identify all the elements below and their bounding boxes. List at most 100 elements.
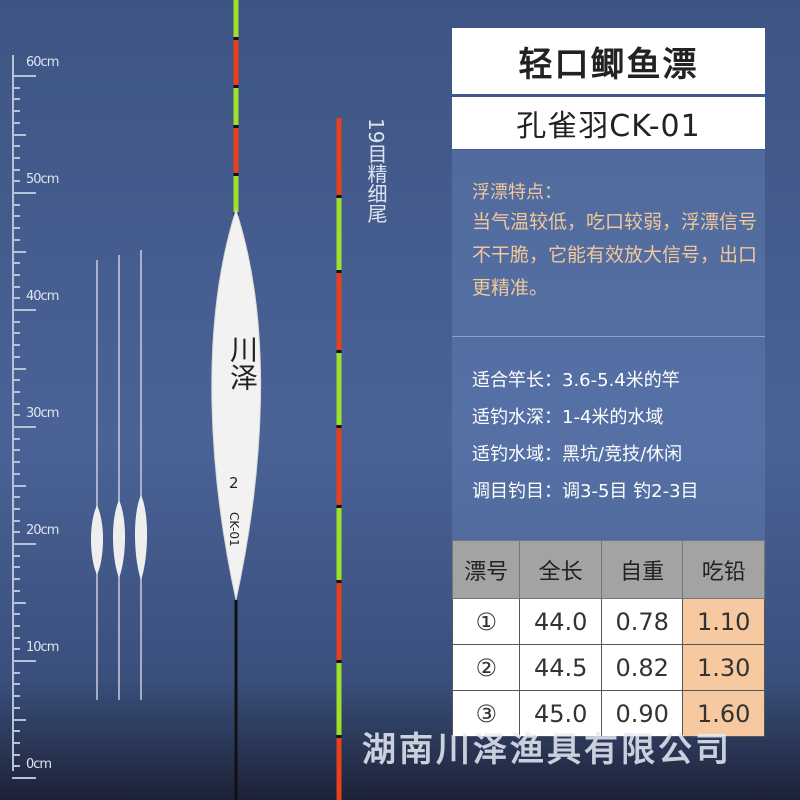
ruler-tick [12,624,20,627]
ruler-tick [12,390,20,393]
features-title: 浮漂特点： [472,182,562,203]
ruler-tick [12,531,20,534]
features-panel: 浮漂特点： 当气温较低，吃口较弱，浮漂信号不干脆，它能有效放大信号，出口更精准。… [452,150,765,540]
ruler-tick [12,168,20,171]
ruler-tick [12,461,20,464]
ruler-tick [12,121,20,124]
ruler-tick [12,648,20,651]
ruler-tick [12,180,20,183]
cell: ① [451,598,521,645]
float-model: CK-01 [227,512,241,547]
ruler-tick [12,566,20,569]
ruler-tick [12,484,26,487]
ruler-tick [12,344,20,347]
cell: 0.78 [600,598,684,645]
float-number: 2 [229,474,239,492]
product-title: 轻口鲫鱼漂 [452,28,765,94]
ruler-tick [12,730,20,733]
ruler-tick [12,496,20,499]
ruler-tick [12,203,20,206]
table-row: ② 44.5 0.82 1.30 [451,644,765,691]
ruler-tick [12,695,20,698]
ruler-tick [12,402,20,405]
cell: 1.60 [682,690,765,737]
cell: 1.10 [682,598,765,645]
ruler-tick [12,741,20,744]
cell: ② [451,644,521,691]
ruler-tick [12,660,36,662]
cell: 0.82 [600,644,684,691]
header-cell: 自重 [600,540,684,599]
spec-item: 调目钓目：调3-5目 钓2-3目 [472,481,699,502]
ruler-tick [12,297,20,300]
ruler-tick [12,110,20,113]
ruler-tick [12,765,20,768]
ruler-tick [12,437,20,440]
header-cell: 全长 [519,540,602,599]
ruler-tick [12,227,20,230]
ruler-tick [12,543,36,545]
spec-item: 适钓水域：黑坑/竞技/休闲 [472,444,683,465]
table-header: 漂号 全长 自重 吃铅 [451,540,765,599]
ruler-tick [12,238,20,241]
cell: 44.5 [519,644,602,691]
features-body: 当气温较低，吃口较弱，浮漂信号不干脆，它能有效放大信号，出口更精准。 [472,211,758,299]
ruler-label: 50cm [26,172,59,187]
small-floats [90,250,148,700]
ruler-tick [12,777,36,779]
ruler-label: 30cm [26,406,59,421]
ruler-tick [12,133,26,136]
ruler-tick [12,367,26,370]
ruler-tick [12,601,26,604]
ruler-tick [12,519,20,522]
ruler-label: 0cm [26,757,52,772]
header-cell: 吃铅 [682,540,765,599]
title-panel: 轻口鲫鱼漂 孔雀羽CK-01 [452,28,765,149]
float-brand: 川泽 [226,335,259,391]
tail-label: 19目精细尾 [364,118,388,224]
ruler-tick [12,507,20,510]
ruler-tick [12,671,20,674]
ruler-tick [12,718,26,721]
ruler-tick [12,215,20,218]
ruler-tick [12,379,20,382]
ruler-line [12,55,14,771]
ruler-tick [12,309,36,311]
cell: 44.0 [519,598,602,645]
ruler-tick [12,250,26,253]
ruler-tick [12,86,20,89]
spec-item: 适合竿长：3.6-5.4米的竿 [472,370,680,391]
ruler-label: 20cm [26,523,59,538]
ruler-tick [12,156,20,159]
ruler-tick [12,472,20,475]
product-subtitle: 孔雀羽CK-01 [452,97,765,149]
ruler-tick [12,613,20,616]
ruler-tick [12,449,20,452]
ruler-tick [12,589,20,592]
spec-item: 适钓水深：1-4米的水域 [472,407,664,428]
ruler-tick [12,636,20,639]
specs-list: 适合竿长：3.6-5.4米的竿 适钓水深：1-4米的水域 适钓水域：黑坑/竞技/… [472,362,699,510]
ruler-tick [12,706,20,709]
ruler-tick [12,98,20,101]
ruler-tick [12,285,20,288]
ruler-tick [12,145,20,148]
ruler-tick [12,414,20,417]
table-row: ① 44.0 0.78 1.10 [451,598,765,645]
ruler: 0cm 10cm 20cm 30cm 40cm 50cm 60cm [12,55,72,779]
ruler-tick [12,192,36,194]
ruler-label: 60cm [26,55,59,70]
table-row: ③ 45.0 0.90 1.60 [451,690,765,737]
ruler-tick [12,554,20,557]
cell: 0.90 [600,690,684,737]
ruler-tick [12,320,20,323]
ruler-label: 10cm [26,640,59,655]
ruler-tick [12,332,20,335]
ruler-label: 40cm [26,289,59,304]
cell: 45.0 [519,690,602,737]
cell: ③ [451,690,521,737]
company-name: 湖南川泽渔具有限公司 [362,730,732,770]
ruler-tick [12,753,20,756]
cell: 1.30 [682,644,765,691]
